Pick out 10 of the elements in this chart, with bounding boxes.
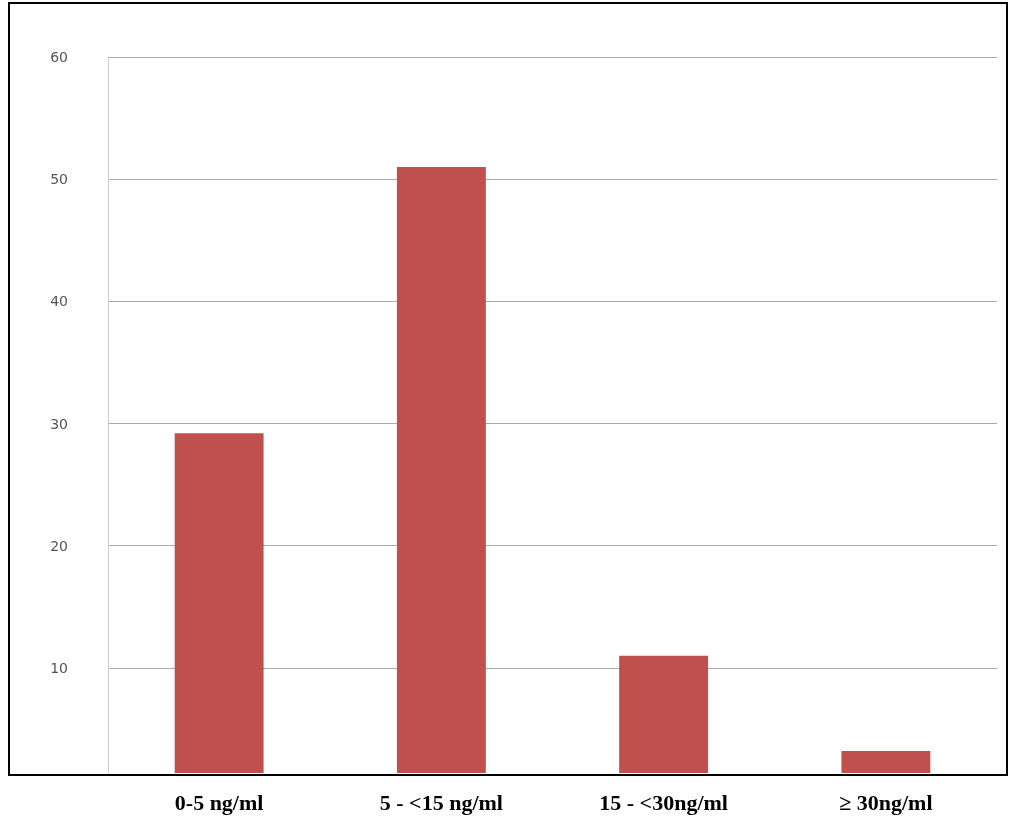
x-tick-label: 5 - <15 ng/ml	[379, 789, 503, 815]
y-tick-label: 40	[50, 293, 68, 310]
y-tick-label: 60	[50, 49, 68, 65]
x-tick-label: 0-5 ng/ml	[174, 789, 264, 815]
y-tick-label: 10	[50, 659, 68, 676]
y-tick-label: 20	[50, 537, 68, 554]
x-tick-label: ≥ 30ng/ml	[839, 789, 933, 815]
x-tick-label: 15 - <30ng/ml	[599, 789, 728, 815]
y-tick-label: 30	[50, 415, 68, 432]
y-tick-label: 50	[50, 171, 68, 188]
